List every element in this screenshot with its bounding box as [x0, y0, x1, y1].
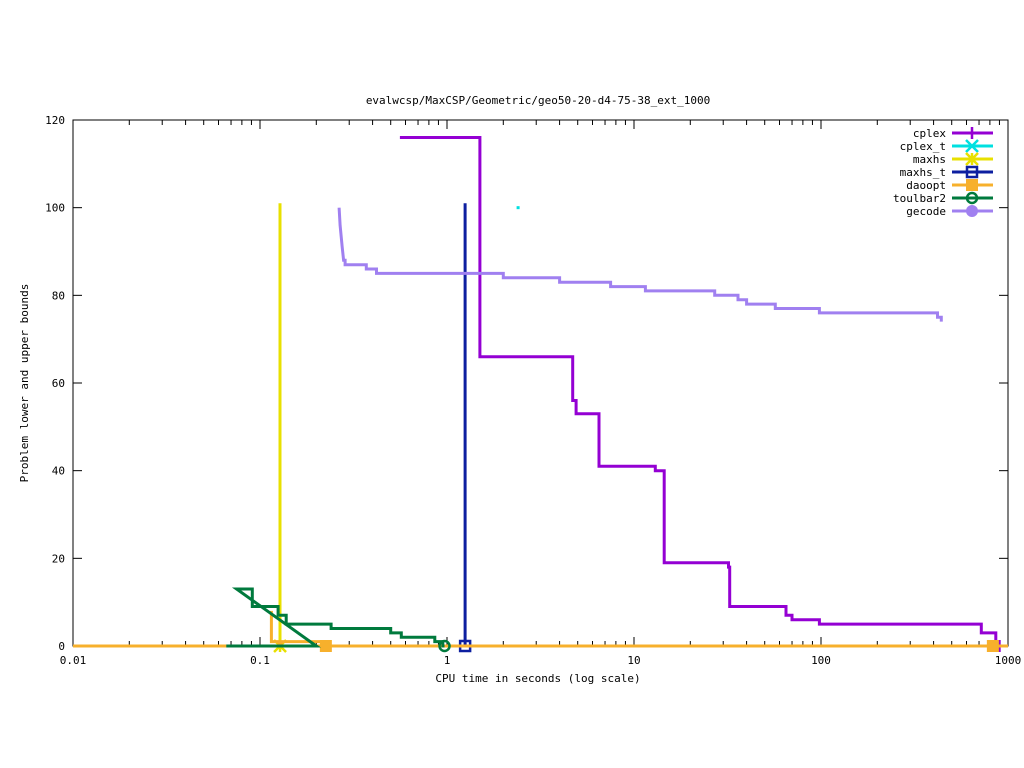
legend-item-daoopt: daoopt	[906, 179, 993, 192]
y-tick-label: 80	[52, 289, 65, 302]
series-point-cplex-t	[516, 206, 520, 210]
y-axis: 0 20 40 60 80 100 120	[45, 114, 1008, 653]
legend-label: cplex	[913, 127, 946, 140]
y-tick-label: 0	[58, 640, 65, 653]
series-line-gecode	[337, 207, 943, 322]
legend-label: gecode	[906, 205, 946, 218]
x-tick-label: 0.01	[60, 654, 87, 667]
series-cplex-t	[516, 206, 520, 210]
marker-daoopt	[986, 640, 999, 652]
x-axis-label: CPU time in seconds (log scale)	[435, 672, 640, 685]
y-tick-label: 20	[52, 552, 65, 565]
legend-label: daoopt	[906, 179, 946, 192]
legend-marker	[965, 139, 979, 153]
x-tick-label: 1000	[995, 654, 1022, 667]
x-tick-label: 1	[444, 654, 451, 667]
legend: cplexcplex_tmaxhsmaxhs_tdaoopttoulbar2ge…	[893, 127, 993, 218]
marker-daoopt	[319, 640, 332, 652]
marker-toulbar2	[438, 639, 451, 653]
y-tick-label: 40	[52, 465, 65, 478]
legend-marker	[965, 165, 979, 179]
legend-marker	[966, 205, 978, 217]
x-tick-label: 0.1	[250, 654, 270, 667]
legend-label: cplex_t	[900, 140, 946, 153]
legend-label: maxhs	[913, 153, 946, 166]
legend-item-maxhs: maxhs	[913, 152, 993, 166]
series-gecode	[337, 207, 943, 322]
x-tick-label: 100	[811, 654, 831, 667]
legend-item-cplex: cplex	[913, 127, 993, 140]
series-toulbar2	[226, 587, 451, 653]
legend-label: toulbar2	[893, 192, 946, 205]
series-daoopt	[73, 610, 1008, 652]
legend-item-maxhs-t: maxhs_t	[900, 165, 993, 179]
legend-marker	[965, 191, 979, 205]
legend-marker	[965, 152, 979, 166]
y-tick-label: 60	[52, 377, 65, 390]
series-line-toulbar2	[226, 587, 445, 648]
series-line-daoopt	[73, 610, 1008, 648]
legend-item-toulbar2: toulbar2	[893, 191, 993, 205]
x-tick-label: 10	[627, 654, 640, 667]
y-tick-label: 100	[45, 202, 65, 215]
y-axis-label: Problem lower and upper bounds	[18, 284, 31, 483]
y-tick-label: 120	[45, 114, 65, 127]
series-line-cplex	[399, 136, 1001, 647]
legend-label: maxhs_t	[900, 166, 946, 179]
legend-item-cplex-t: cplex_t	[900, 139, 993, 153]
legend-marker	[966, 179, 978, 191]
series-layer	[73, 136, 1008, 653]
chart-title: evalwcsp/MaxCSP/Geometric/geo50-20-d4-75…	[366, 94, 710, 107]
legend-item-gecode: gecode	[906, 205, 993, 218]
legend-marker	[966, 127, 978, 139]
